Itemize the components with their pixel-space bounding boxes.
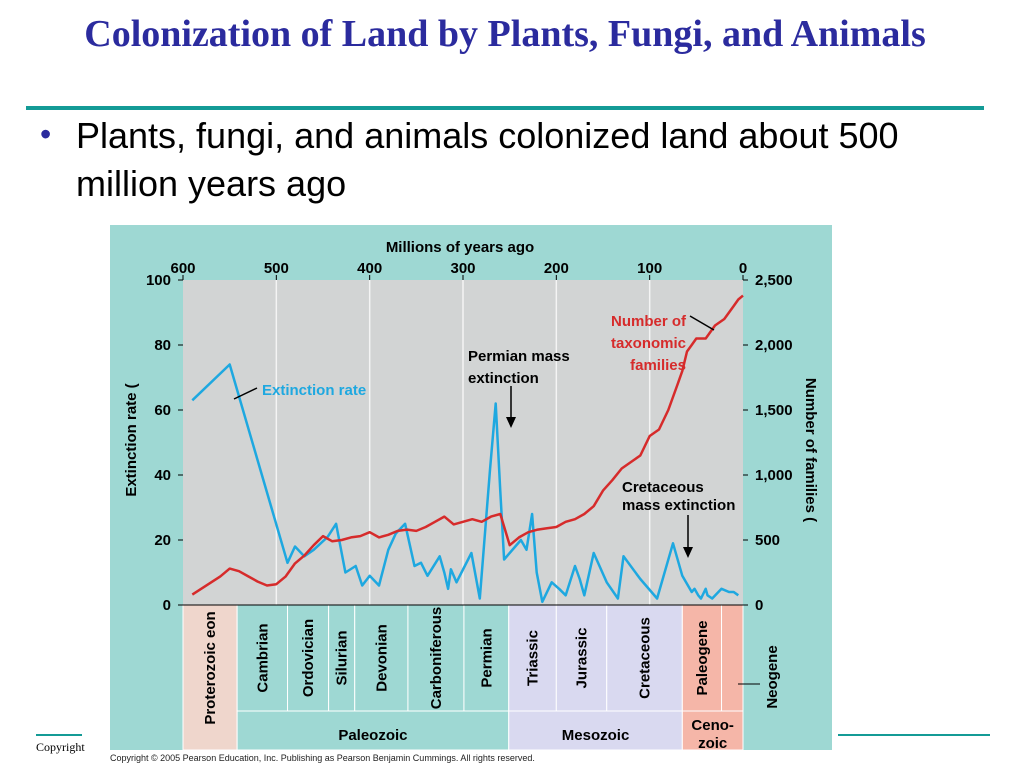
cretaceous-extinction-label: Cretaceous mass extinction — [622, 479, 735, 514]
x-tick-label: 0 — [739, 260, 747, 277]
period-label: Proterozoic eon — [202, 611, 219, 724]
period-band-jurassic — [555, 604, 608, 712]
slide-title: Colonization of Land by Plants, Fungi, a… — [84, 13, 926, 55]
annotation-layer: Number of taxonomic families Extinction rat… — [233, 313, 735, 558]
footer-rule-right — [838, 734, 990, 736]
period-band-triassic — [508, 604, 557, 712]
y-left-tick-label: 40 — [154, 467, 171, 484]
period-label: Permian — [478, 628, 495, 687]
period-band-cretaceous — [606, 604, 683, 712]
y-right-tick-label: 0 — [755, 597, 763, 614]
series-layer — [191, 294, 744, 604]
period-label: Carboniferous — [428, 607, 445, 710]
copyright-text: Copyright — [36, 740, 85, 754]
y-right-tick-label: 2,500 — [755, 272, 793, 289]
period-label: Ordovician — [300, 619, 317, 697]
bullet-marker: • — [40, 116, 52, 152]
x-tick-label: 400 — [357, 260, 382, 277]
families-label: Number of taxonomic families — [611, 313, 687, 374]
x-tick-label: 100 — [637, 260, 662, 277]
x-tick-label: 200 — [544, 260, 569, 277]
bullet-text: Plants, fungi, and animals colonized lan… — [76, 115, 899, 204]
period-label: Jurassic — [574, 628, 591, 689]
y-left-axis-title: Extinction rate ( — [123, 383, 140, 496]
x-tick-label: 500 — [264, 260, 289, 277]
x-tick-label: 300 — [450, 260, 475, 277]
period-label: Cambrian — [254, 623, 271, 692]
extinction-leader-line — [233, 387, 258, 400]
families-line — [191, 294, 744, 596]
x-tick-label: 600 — [170, 260, 195, 277]
y-left-tick-label: 20 — [154, 532, 171, 549]
x-axis-title: Millions of years ago — [386, 239, 534, 256]
y-right-axis-title: Number of families ( — [802, 378, 819, 522]
period-label: Silurian — [334, 630, 351, 685]
footer-rule-left — [36, 734, 82, 736]
y-left-tick-label: 80 — [154, 337, 171, 354]
period-label: Triassic — [525, 630, 542, 686]
period-label: Paleogene — [694, 620, 711, 695]
period-label: Devonian — [373, 624, 390, 692]
figure-credit: Copyright © 2005 Pearson Education, Inc.… — [110, 753, 535, 763]
y-right-tick-label: 1,500 — [755, 402, 793, 419]
y-left-tick-label: 100 — [146, 272, 171, 289]
era-band-paleozoic — [236, 710, 510, 751]
era-label: Mesozoic — [562, 727, 630, 744]
extinction-rate-label: Extinction rate — [262, 382, 366, 399]
extinction-rate-line — [191, 363, 740, 604]
y-left-tick-label: 0 — [163, 597, 171, 614]
era-label: Paleozoic — [338, 727, 407, 744]
period-label: Cretaceous — [637, 617, 654, 699]
era-band-cenozoic — [681, 710, 744, 751]
y-right-tick-label: 2,000 — [755, 337, 793, 354]
families-leader-line — [689, 315, 715, 331]
y-left-tick-label: 60 — [154, 402, 171, 419]
era-label: Ceno-zoic — [691, 717, 734, 752]
era-band-mesozoic — [508, 710, 683, 751]
permian-arrow-head — [506, 417, 516, 428]
y-right-tick-label: 1,000 — [755, 467, 793, 484]
period-band-neogene — [721, 604, 744, 712]
timescale-layer: Proterozoic eon Cambrian Ordovician Siluria… — [182, 604, 781, 752]
cretaceous-arrow-head — [683, 547, 693, 558]
title-divider — [26, 106, 984, 110]
permian-extinction-label: Permian mass extinction — [468, 348, 570, 387]
grid-layer — [275, 280, 651, 605]
y-right-tick-label: 500 — [755, 532, 780, 549]
period-label: Neogene — [764, 645, 781, 708]
period-band-devonian — [354, 604, 409, 712]
